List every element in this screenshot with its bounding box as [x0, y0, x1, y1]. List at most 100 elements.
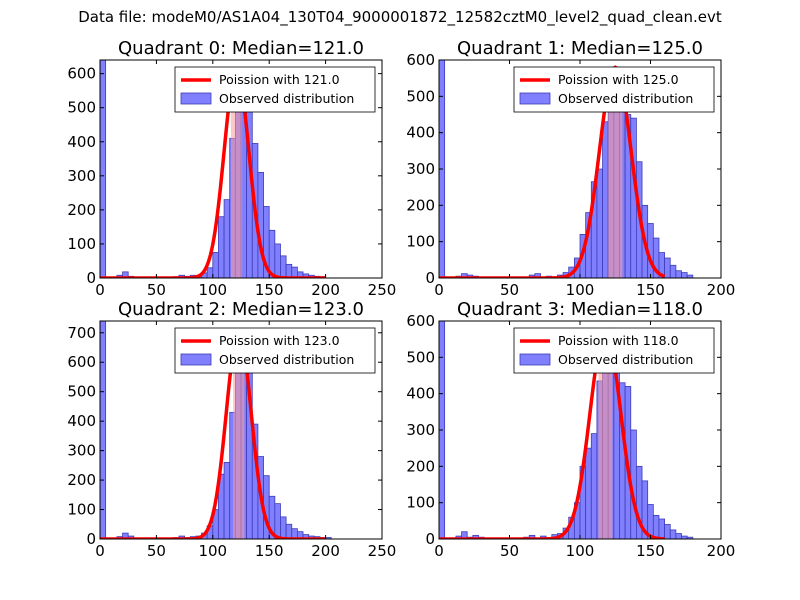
x-tick-label: 250	[368, 542, 397, 560]
y-tick-label: 400	[406, 385, 435, 403]
legend-bar-swatch	[180, 92, 212, 105]
y-tick-label: 100	[67, 235, 96, 253]
x-tick-label: 200	[707, 281, 736, 299]
fit-band	[598, 330, 613, 539]
subplot-title: Quadrant 3: Median=118.0	[457, 299, 703, 320]
x-tick-label: 150	[255, 281, 284, 299]
y-tick-label: 400	[67, 412, 96, 430]
histogram-bar	[681, 272, 688, 278]
histogram-bar	[596, 168, 603, 278]
legend-bar-swatch	[519, 353, 551, 366]
x-tick-label: 0	[95, 542, 105, 560]
x-tick-label: 100	[566, 281, 595, 299]
x-tick-label: 0	[95, 281, 105, 299]
fit-band	[233, 331, 245, 539]
legend-line-label: Poission with 125.0	[558, 72, 679, 87]
x-tick-label: 150	[255, 542, 284, 560]
fit-band	[230, 69, 243, 278]
histogram-bar	[285, 263, 293, 278]
y-tick-label: 600	[67, 353, 96, 371]
fit-band	[608, 67, 623, 278]
x-tick-label: 50	[147, 281, 166, 299]
subplot-title: Quadrant 0: Median=121.0	[118, 38, 364, 59]
histogram-bar	[223, 199, 231, 278]
subplot-title: Quadrant 1: Median=125.0	[457, 38, 703, 59]
legend-bar-label: Observed distribution	[219, 91, 354, 106]
histogram-bar	[100, 60, 107, 278]
axes-frame	[99, 320, 383, 540]
legend: Poission with 125.0 Observed distribution	[513, 66, 715, 113]
subplot-2: 0 50 100 150 200 250 0 100 200 300 400 500 600 700 Qua…	[67, 299, 396, 560]
x-tick-label: 50	[500, 281, 519, 299]
y-tick-label: 700	[67, 324, 96, 342]
x-tick-label: 100	[198, 281, 227, 299]
legend-box	[513, 66, 715, 113]
x-tick-label: 100	[198, 542, 227, 560]
y-tick-label: 600	[406, 312, 435, 330]
legend-line-label: Poission with 123.0	[219, 333, 340, 348]
histogram-bar	[534, 273, 541, 278]
histogram-bar	[212, 252, 219, 278]
histogram-bar	[274, 503, 281, 539]
y-tick-label: 500	[406, 348, 435, 366]
x-tick-label: 100	[566, 542, 595, 560]
legend-bar-label: Observed distribution	[219, 352, 354, 367]
x-tick-label: 150	[636, 281, 665, 299]
histogram-bar	[223, 462, 231, 539]
histogram-bar	[280, 255, 287, 278]
legend: Poission with 121.0 Observed distribution	[174, 66, 376, 113]
x-tick-label: 150	[636, 542, 665, 560]
histogram-bar	[280, 516, 287, 539]
y-tick-label: 100	[406, 494, 435, 512]
histogram-bar	[461, 531, 468, 539]
histogram-bar	[100, 321, 107, 539]
x-tick-label: 50	[500, 542, 519, 560]
y-tick-label: 200	[67, 201, 96, 219]
histogram-bar	[652, 514, 660, 539]
histogram-bar	[590, 433, 598, 539]
y-tick-label: 0	[425, 269, 435, 287]
y-tick-label: 500	[67, 383, 96, 401]
x-tick-label: 0	[434, 542, 444, 560]
histogram-bar	[686, 536, 694, 539]
histogram-bar	[602, 121, 609, 278]
y-tick-label: 200	[406, 196, 435, 214]
subplot-1: 0 50 100 150 200 0 100 200 300 400 500 600 Quadrant …	[406, 38, 735, 299]
legend-line-label: Poission with 121.0	[219, 72, 340, 87]
histogram-bar	[658, 518, 666, 539]
legend-box	[513, 327, 715, 374]
y-tick-label: 200	[67, 471, 96, 489]
histogram-bar	[675, 533, 682, 539]
x-tick-label: 0	[434, 281, 444, 299]
x-tick-label: 250	[368, 281, 397, 299]
legend-box	[174, 66, 376, 113]
subplot-3: 0 50 100 150 200 0 100 200 300 400 500 600 Quadrant …	[406, 299, 735, 560]
y-tick-label: 300	[67, 167, 96, 185]
subplot-0: 0 50 100 150 200 250 0 100 200 300 400 500 600 Quadra…	[67, 38, 396, 299]
y-tick-label: 400	[406, 124, 435, 142]
x-tick-label: 200	[311, 542, 340, 560]
y-tick-label: 600	[67, 65, 96, 83]
y-tick-label: 300	[406, 160, 435, 178]
y-tick-label: 100	[406, 233, 435, 251]
y-tick-label: 0	[425, 530, 435, 548]
y-tick-label: 300	[406, 421, 435, 439]
histogram-bar	[274, 243, 281, 278]
y-tick-label: 600	[406, 51, 435, 69]
y-tick-label: 300	[67, 442, 96, 460]
legend: Poission with 123.0 Observed distribution	[174, 327, 376, 374]
histogram-bar	[669, 264, 677, 278]
histogram-bar	[206, 267, 214, 278]
legend-box	[174, 327, 376, 374]
y-tick-label: 200	[406, 457, 435, 475]
histogram-bar	[218, 216, 225, 278]
y-tick-label: 500	[67, 99, 96, 117]
y-tick-label: 400	[67, 133, 96, 151]
histogram-bar	[669, 529, 677, 539]
axes-frame	[99, 59, 383, 279]
y-tick-label: 500	[406, 87, 435, 105]
y-tick-label: 100	[67, 501, 96, 519]
histogram-bar	[285, 523, 293, 539]
subplot-title: Quadrant 2: Median=123.0	[118, 299, 364, 320]
